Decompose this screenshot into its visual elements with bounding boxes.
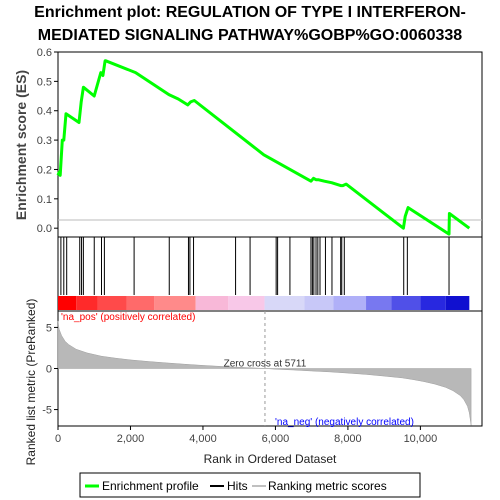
es-y-axis-label: Enrichment score (ES) — [13, 70, 29, 220]
legend-hits-label: Hits — [227, 479, 248, 493]
heatmap-segment — [154, 296, 196, 310]
hit-markers — [60, 237, 450, 295]
es-y-tick-label: 0.6 — [37, 47, 52, 59]
heatmap-segment — [76, 296, 98, 310]
x-tick-label: 8,000 — [334, 433, 362, 445]
x-axis-ticks: 0 2,000 4,000 6,000 8,000 10,000 — [55, 426, 437, 445]
legend-box — [79, 472, 421, 498]
rank-heatmap-bar — [58, 296, 470, 310]
heatmap-segment — [228, 296, 265, 310]
es-y-tick-label: 0.2 — [37, 164, 52, 176]
heatmap-segment — [366, 296, 392, 310]
heatmap-segment — [391, 296, 421, 310]
zero-cross-label: Zero cross at 5711 — [224, 359, 307, 370]
heatmap-segment — [445, 296, 470, 310]
ranking-metric-area — [57, 320, 472, 426]
x-tick-label: 0 — [55, 433, 61, 445]
heatmap-segment — [420, 296, 446, 310]
es-y-ticks: 0.0 0.1 0.2 0.3 0.4 0.5 0.6 — [37, 47, 58, 235]
legend-metric-label: Ranking metric scores — [268, 479, 387, 493]
heatmap-segment — [97, 296, 127, 310]
legend-enrichment-label: Enrichment profile — [102, 479, 199, 493]
chart-title-line2: MEDIATED SIGNALING PATHWAY%GOBP%GO:00603… — [38, 27, 462, 44]
x-axis-label: Rank in Ordered Dataset — [204, 452, 337, 466]
heatmap-segment — [126, 296, 155, 310]
hits-panel — [57, 236, 483, 312]
enrichment-profile-line — [56, 59, 471, 236]
x-tick-label: 6,000 — [262, 433, 290, 445]
metric-y-tick-label: 0 — [46, 364, 52, 376]
es-panel: 0.0 0.1 0.2 0.3 0.4 0.5 0.6 Enrichment score (… — [13, 47, 483, 238]
x-tick-label: 2,000 — [117, 433, 145, 445]
es-y-tick-label: 0.5 — [37, 76, 52, 88]
es-y-tick-label: 0.4 — [37, 106, 52, 118]
es-y-tick-label: 0.1 — [37, 194, 52, 206]
es-panel-frame — [57, 51, 483, 238]
metric-panel: Zero cross at 5711 'na_pos' (positively … — [24, 299, 483, 466]
metric-y-ticks: -5 0 5 — [42, 322, 58, 417]
heatmap-segment — [264, 296, 305, 310]
metric-y-tick-label: 5 — [46, 322, 52, 334]
x-tick-label: 4,000 — [189, 433, 217, 445]
heatmap-segment — [58, 296, 77, 310]
heatmap-segment — [304, 296, 334, 310]
es-y-tick-label: 0.0 — [37, 223, 52, 235]
legend: Enrichment profile Hits Ranking metric s… — [79, 472, 421, 498]
positive-correlation-label: 'na_pos' (positively correlated) — [61, 312, 195, 323]
heatmap-segment — [195, 296, 229, 310]
metric-y-tick-label: -5 — [42, 405, 52, 417]
chart-title-line1: Enrichment plot: REGULATION OF TYPE I IN… — [34, 4, 466, 21]
metric-y-axis-label: Ranked list metric (PreRanked) — [24, 299, 38, 466]
negative-correlation-label: 'na_neg' (negatively correlated) — [275, 417, 414, 428]
es-y-tick-label: 0.3 — [37, 135, 52, 147]
heatmap-segment — [333, 296, 367, 310]
x-tick-label: 10,000 — [404, 433, 438, 445]
